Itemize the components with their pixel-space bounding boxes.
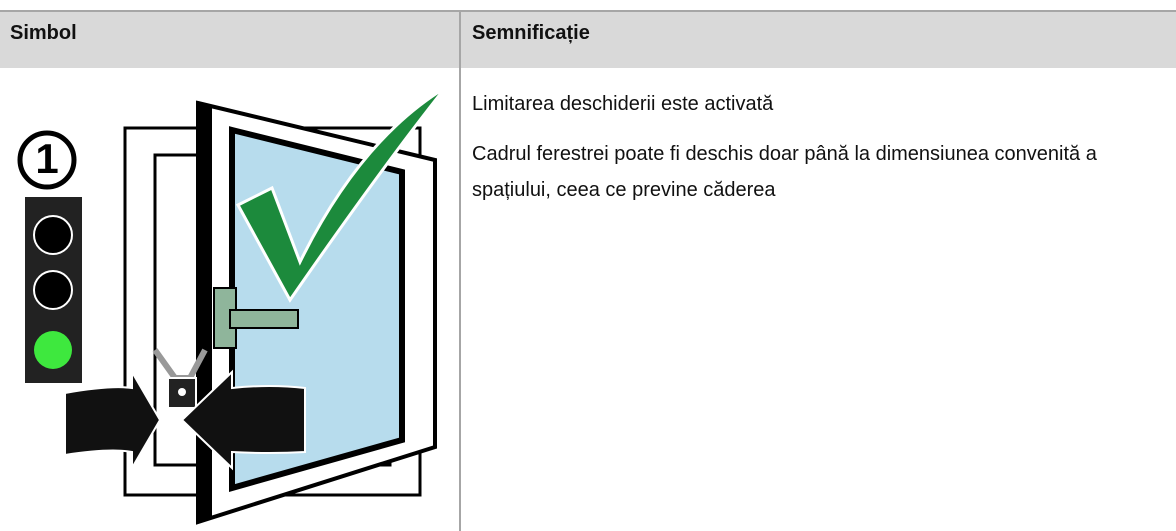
light-off — [33, 215, 73, 255]
column-divider — [459, 10, 461, 531]
checkmark — [235, 86, 447, 303]
arrow-right — [64, 368, 162, 472]
meaning-paragraph: Cadrul ferestrei poate fi deschis doar p… — [472, 143, 1097, 201]
light-off — [33, 270, 73, 310]
light-green — [34, 331, 72, 369]
handle-lever — [229, 309, 299, 329]
meaning-cell: Limitarea deschiderii este activată Cadr… — [472, 86, 1112, 222]
sash-edge — [198, 103, 212, 522]
header-cell: Semnificație — [472, 22, 590, 44]
step-circle — [17, 130, 77, 190]
meaning-paragraph: Limitarea deschiderii este activată — [472, 93, 774, 115]
arrow-left — [180, 369, 306, 471]
step-number: 1 — [35, 135, 58, 182]
keyhole — [178, 388, 186, 396]
header-cell: Simbol — [10, 22, 77, 44]
symbol-illustration: 1 — [17, 86, 447, 525]
table-header: Simbol Semnificație — [0, 10, 1176, 68]
